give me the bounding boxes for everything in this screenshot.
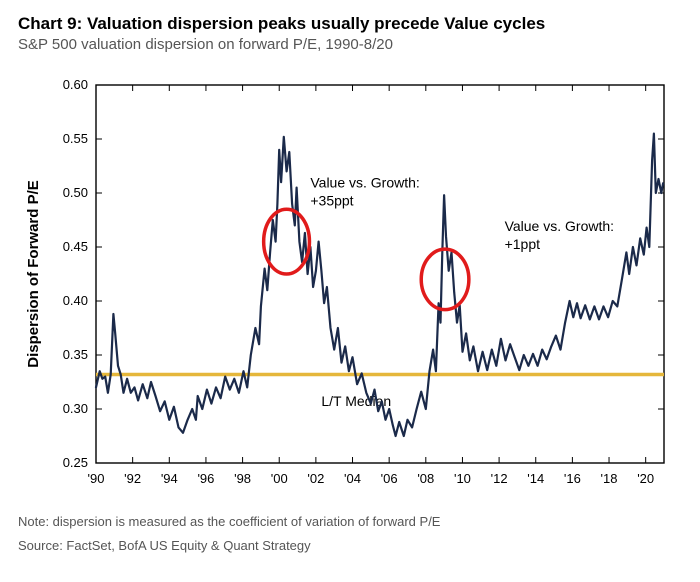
x-tick-label: '14 xyxy=(527,471,544,486)
y-tick-label: 0.60 xyxy=(63,77,88,92)
chart-svg: 0.25 0.30 0.35 0.40 0.45 0.50 0.55 0.60 '90 '92 '9… xyxy=(18,67,678,507)
ann2009-label-0: Value vs. Growth: xyxy=(505,218,614,234)
x-tick-label: '12 xyxy=(491,471,508,486)
x-tick-label: '00 xyxy=(271,471,288,486)
chart-title: Chart 9: Valuation dispersion peaks usua… xyxy=(18,14,682,34)
y-tick-label: 0.25 xyxy=(63,455,88,470)
x-tick-label: '98 xyxy=(234,471,251,486)
y-tick-label: 0.50 xyxy=(63,185,88,200)
footnote-line2: Source: FactSet, BofA US Equity & Quant … xyxy=(18,537,682,555)
x-tick-label: '18 xyxy=(601,471,618,486)
x-tick-label: '20 xyxy=(637,471,654,486)
plot-area: 0.25 0.30 0.35 0.40 0.45 0.50 0.55 0.60 '90 '92 '9… xyxy=(18,67,682,507)
ann2009-label-1: +1ppt xyxy=(505,236,541,252)
x-tick-label: '94 xyxy=(161,471,178,486)
footnote-line1: Note: dispersion is measured as the coef… xyxy=(18,513,682,531)
chart-subtitle: S&P 500 valuation dispersion on forward … xyxy=(18,36,682,53)
ann2000-label-0: Value vs. Growth: xyxy=(310,175,419,191)
x-tick-label: '96 xyxy=(197,471,214,486)
y-tick-label: 0.45 xyxy=(63,239,88,254)
ann2000-label-1: +35ppt xyxy=(310,193,353,209)
y-tick-label: 0.30 xyxy=(63,401,88,416)
ann2009-circle xyxy=(421,249,469,309)
x-tick-label: '92 xyxy=(124,471,141,486)
x-tick-label: '06 xyxy=(381,471,398,486)
y-tick-label: 0.35 xyxy=(63,347,88,362)
x-tick-label: '10 xyxy=(454,471,471,486)
x-tick-label: '02 xyxy=(307,471,324,486)
x-tick-label: '08 xyxy=(417,471,434,486)
y-tick-label: 0.55 xyxy=(63,131,88,146)
x-tick-label: '16 xyxy=(564,471,581,486)
y-axis-label: Dispersion of Forward P/E xyxy=(25,180,42,368)
y-tick-label: 0.40 xyxy=(63,293,88,308)
x-tick-label: '04 xyxy=(344,471,361,486)
x-tick-label: '90 xyxy=(88,471,105,486)
